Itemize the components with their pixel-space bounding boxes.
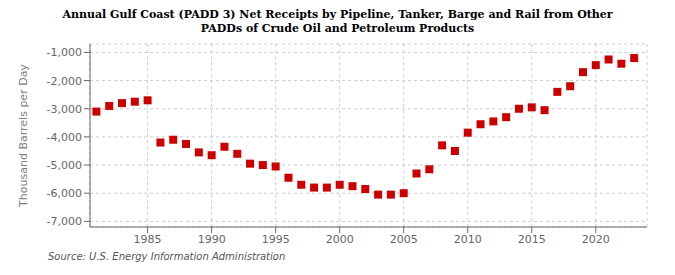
html-text:Annual Gulf Coast (PADD 3) Net: Annual Gulf Coast (PADD 3) Net Receipts … [62, 8, 613, 21]
svg-text:Thousand Barrels per Day: Thousand Barrels per Day [17, 64, 30, 208]
html-text:PADDs of Crude Oil and Petrole: PADDs of Crude Oil and Petroleum Product… [200, 22, 475, 35]
svg-text:-1,000: -1,000 [47, 46, 82, 59]
svg-text:2020: 2020 [582, 233, 610, 246]
svg-text:2005: 2005 [390, 233, 418, 246]
svg-text:-5,000: -5,000 [47, 159, 82, 172]
svg-text:-2,000: -2,000 [47, 75, 82, 88]
svg-text:1985: 1985 [134, 233, 162, 246]
svg-text:2010: 2010 [454, 233, 482, 246]
svg-text:-7,000: -7,000 [47, 215, 82, 228]
svg-text:-4,000: -4,000 [47, 131, 82, 144]
svg-text:2015: 2015 [518, 233, 546, 246]
svg-text:-3,000: -3,000 [47, 103, 82, 116]
svg-text:1995: 1995 [262, 233, 290, 246]
svg-text:1990: 1990 [198, 233, 226, 246]
svg-text:2000: 2000 [326, 233, 354, 246]
html-text:Source: U.S. Energy Informatio: Source: U.S. Energy Information Administ… [48, 251, 286, 262]
svg-text:-6,000: -6,000 [47, 187, 82, 200]
